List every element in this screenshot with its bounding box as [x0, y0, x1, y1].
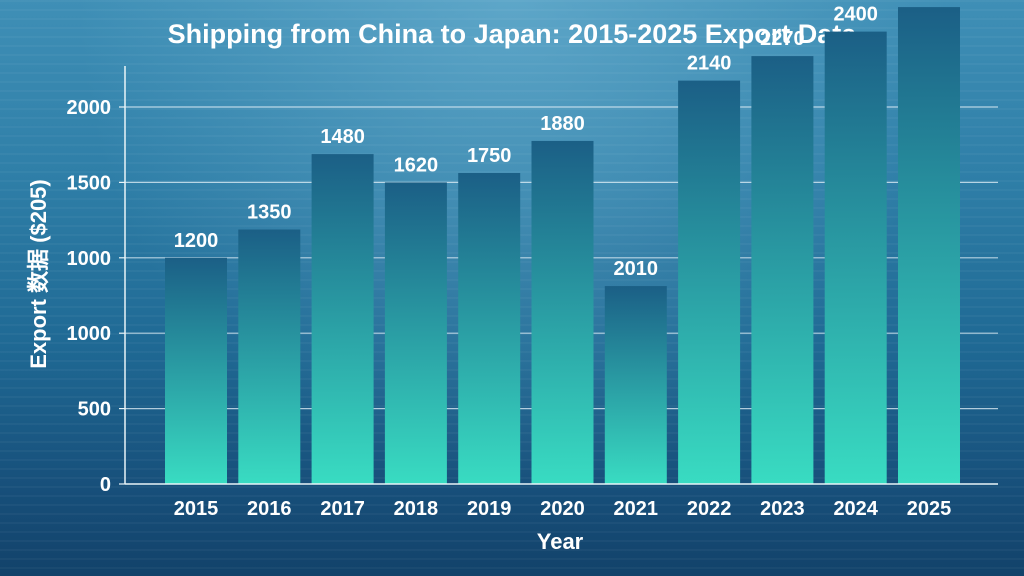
x-tick-label-2019: 2019 [467, 498, 512, 520]
data-label-2025: 2530 [907, 0, 952, 1]
x-tick-label-2017: 2017 [320, 498, 365, 520]
y-tick-label: 500 [78, 399, 111, 421]
x-tick-label-2018: 2018 [394, 498, 439, 520]
bar-2016 [238, 229, 301, 484]
x-tick-label-2016: 2016 [247, 498, 292, 520]
x-axis-label: Year [537, 529, 584, 554]
y-tick-label: 1000 [67, 248, 112, 270]
bar-2022 [678, 80, 741, 485]
data-label-2023: 2270 [760, 28, 805, 50]
data-label-2021: 2010 [614, 258, 659, 280]
y-tick-label: 1000 [67, 323, 112, 345]
y-tick-label: 2000 [67, 97, 112, 119]
y-tick-label: 0 [100, 474, 111, 496]
bar-2018 [384, 182, 447, 484]
data-label-2015: 1200 [174, 230, 219, 252]
data-label-2022: 2140 [687, 53, 732, 75]
bar-2019 [458, 172, 521, 484]
x-tick-labels: 2015 2016 2017 2018 2019 2020 2021 2022 2023 2024… [174, 498, 952, 520]
data-label-2016: 1350 [247, 202, 292, 224]
y-tick-labels: 0 500 1000 1000 1500 2000 [67, 97, 125, 496]
x-tick-label-2020: 2020 [540, 498, 585, 520]
bars [165, 7, 960, 485]
data-label-2024: 2400 [833, 4, 878, 26]
data-label-2019: 1750 [467, 145, 512, 167]
x-tick-label-2022: 2022 [687, 498, 732, 520]
bar-2024 [824, 31, 887, 484]
x-tick-label-2015: 2015 [174, 498, 219, 520]
bar-2015 [165, 257, 227, 484]
x-tick-label-2023: 2023 [760, 498, 805, 520]
bar-2025 [898, 7, 960, 484]
bar-2021 [604, 286, 667, 484]
x-tick-label-2025: 2025 [907, 498, 952, 520]
data-labels: 1200 1350 1480 1620 1750 1880 2010 2140 2270 2400… [174, 0, 952, 280]
y-tick-label: 1500 [67, 172, 112, 194]
x-tick-label-2024: 2024 [833, 498, 878, 520]
bar-2017 [311, 154, 374, 484]
data-label-2020: 1880 [540, 113, 585, 135]
x-tick-label-2021: 2021 [614, 498, 659, 520]
y-axis-label: Export 数据 ($205) [26, 179, 51, 369]
bar-2020 [531, 140, 594, 484]
chart-title: Shipping from China to Japan: 2015-2025 … [168, 19, 858, 49]
data-label-2017: 1480 [320, 126, 365, 148]
axes [124, 66, 998, 485]
bar-2023 [751, 56, 814, 484]
data-label-2018: 1620 [394, 154, 439, 176]
